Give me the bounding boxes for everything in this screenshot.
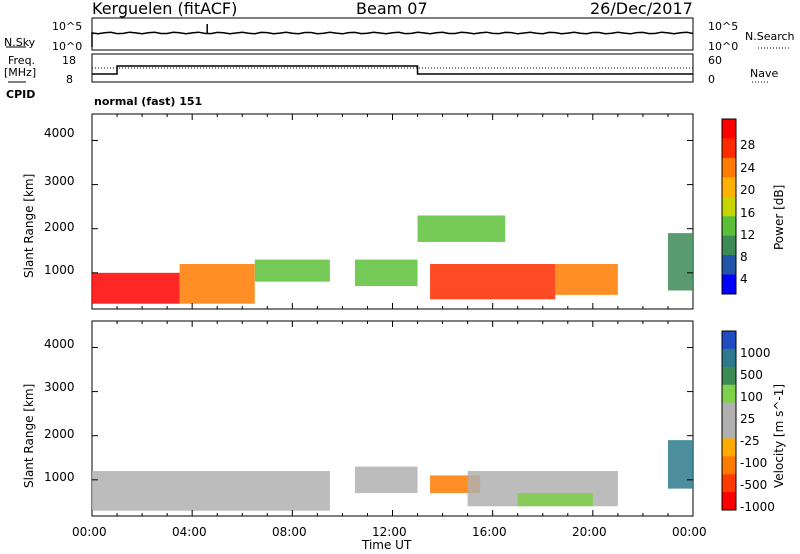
- nsky-tick-bottom: 10^0: [52, 40, 83, 53]
- nsearch-tick-top: 10^5: [708, 20, 739, 33]
- xtick-5: 20:00: [572, 525, 607, 539]
- power-tick-4: 4: [740, 272, 748, 286]
- x-axis-label: Time UT: [362, 538, 412, 552]
- velocity-colorbar-swatch-8: [722, 474, 736, 493]
- panel-2-region-0: [92, 471, 330, 511]
- status-frame-top: [91, 17, 694, 51]
- xtick-1: 04:00: [172, 525, 207, 539]
- power-tick-20: 20: [740, 183, 756, 197]
- vel-tick-m500: -500: [740, 478, 768, 492]
- cpid-value: normal (fast) 151: [94, 95, 203, 108]
- power-colorbar-swatch-0: [722, 119, 736, 139]
- nsearch-label: N.Search: [745, 30, 795, 43]
- power-tick-12: 12: [740, 228, 756, 242]
- vel-tick-100: 100: [740, 390, 763, 404]
- panel-1-region-4: [417, 215, 506, 242]
- power-tick-28: 28: [740, 138, 756, 152]
- nave-tick-bottom: 0: [708, 73, 715, 86]
- power-colorbar-swatch-6: [722, 235, 736, 256]
- beam-title: Beam 07: [356, 0, 428, 18]
- xtick-6: 00:00: [672, 525, 707, 539]
- vel-tick-m100: -100: [740, 456, 768, 470]
- vel-tick-m25: -25: [740, 434, 760, 448]
- date-title: 26/Dec/2017: [590, 0, 693, 18]
- panel-2-region-4: [517, 493, 593, 507]
- power-tick-24: 24: [740, 161, 756, 175]
- freq-trace: [92, 65, 693, 75]
- panel-2-region-5: [667, 440, 693, 489]
- power-colorbar-swatch-4: [722, 196, 736, 217]
- freq-tick-bottom: 8: [66, 73, 73, 86]
- velocity-colorbar-swatch-4: [722, 402, 736, 421]
- velocity-colorbar-swatch-9: [722, 492, 736, 511]
- xtick-3: 12:00: [372, 525, 407, 539]
- xtick-0: 00:00: [72, 525, 107, 539]
- panel-1-region-7: [667, 233, 693, 291]
- power-colorbar-swatch-7: [722, 255, 736, 276]
- velocity-colorbar-swatch-1: [722, 348, 736, 368]
- freq-label: Freq.: [8, 54, 36, 67]
- nsearch-tick-bottom: 10^0: [708, 40, 739, 53]
- velocity-colorbar-swatch-6: [722, 438, 736, 457]
- p2-ytick-1000: 1000: [44, 470, 75, 484]
- vel-tick-1000: 1000: [740, 346, 771, 360]
- panel-1-region-6: [555, 264, 618, 295]
- freq-tick-top: 18: [62, 54, 76, 67]
- vel-tick-25: 25: [740, 412, 756, 426]
- power-colorbar-frame: [721, 118, 737, 295]
- power-colorbar-swatch-8: [722, 274, 736, 295]
- p1-ytick-4000: 4000: [44, 126, 75, 140]
- station-title: Kerguelen (fitACF): [92, 0, 238, 18]
- nave-tick-top: 60: [708, 54, 722, 67]
- xtick-2: 08:00: [272, 525, 307, 539]
- panel-1-region-5: [430, 264, 556, 300]
- panel-1-region-0: [92, 272, 180, 304]
- velocity-colorbar-swatch-3: [722, 384, 736, 404]
- velocity-colorbar-frame: [721, 330, 737, 511]
- power-colorbar-swatch-2: [722, 157, 736, 178]
- panel-1-region-1: [179, 264, 255, 304]
- velocity-colorbar-swatch-7: [722, 456, 736, 475]
- panel-1-region-2: [254, 259, 330, 282]
- power-colorbar-swatch-3: [722, 177, 736, 198]
- cpid-label: CPID: [6, 88, 36, 101]
- vel-tick-m1000: -1000: [740, 500, 775, 514]
- p1-ytick-3000: 3000: [44, 174, 75, 188]
- vel-tick-500: 500: [740, 368, 763, 382]
- velocity-colorbar-swatch-5: [722, 420, 736, 439]
- power-colorbar-swatch-5: [722, 216, 736, 237]
- nsky-trace: [91, 31, 694, 47]
- nave-label: Nave: [750, 67, 779, 80]
- p1-ytick-1000: 1000: [44, 263, 75, 277]
- power-tick-8: 8: [740, 250, 748, 264]
- nsky-tick-top: 10^5: [52, 20, 83, 33]
- p2-ytick-2000: 2000: [44, 427, 75, 441]
- power-tick-16: 16: [740, 206, 756, 220]
- p1-ytick-2000: 2000: [44, 220, 75, 234]
- power-colorbar-swatch-1: [722, 138, 736, 159]
- p2-ytick-4000: 4000: [44, 337, 75, 351]
- xtick-4: 16:00: [472, 525, 507, 539]
- nsky-label: N.Sky: [4, 36, 36, 49]
- panel-2-region-1: [354, 466, 418, 494]
- freq-unit-label: [MHz]: [4, 66, 37, 79]
- panel-1-region-3: [354, 259, 418, 287]
- p2-ytick-3000: 3000: [44, 380, 75, 394]
- velocity-colorbar-swatch-0: [722, 331, 736, 350]
- velocity-colorbar-swatch-2: [722, 366, 736, 386]
